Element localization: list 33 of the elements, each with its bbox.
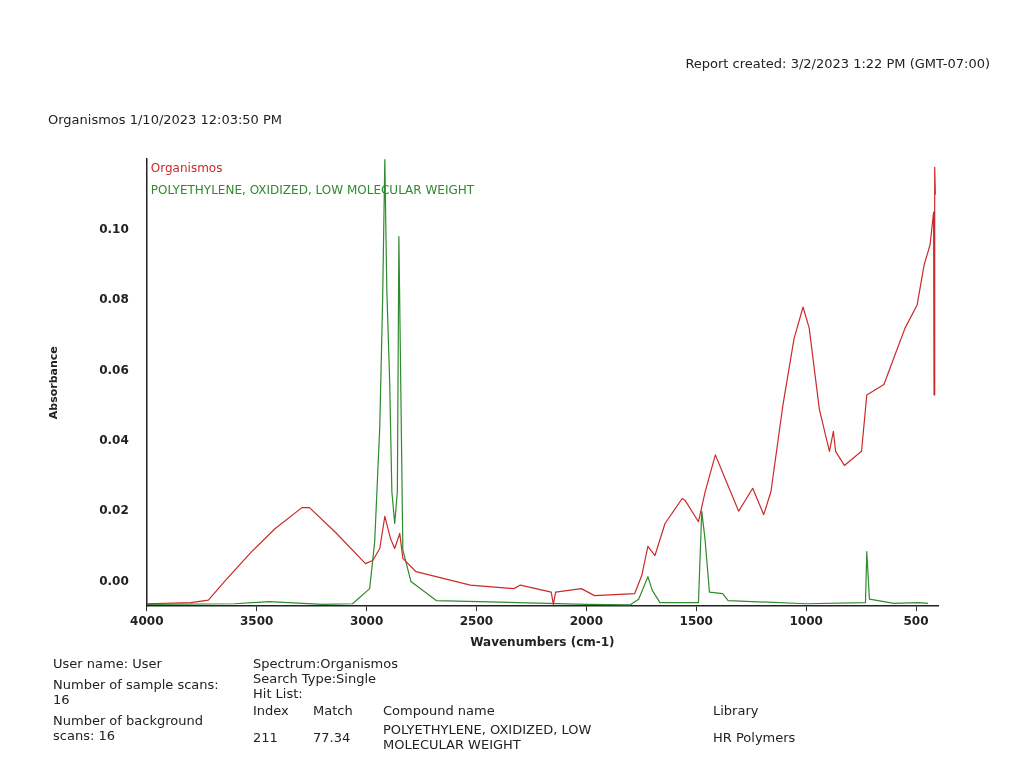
text: Number of background scans: 16 <box>53 713 204 743</box>
text: Compound name <box>383 703 496 718</box>
x-tick-label: 2500 <box>459 613 494 628</box>
y-tick-label: 0.10 <box>99 221 129 236</box>
x-tick-label: 3500 <box>239 613 274 628</box>
text: Number of sample scans: 16 <box>53 677 220 707</box>
text: 77.34 <box>313 729 352 745</box>
text: User name: User <box>53 656 163 671</box>
text: Index <box>253 703 290 718</box>
x-tick-label: 4000 <box>130 613 164 628</box>
y-tick-label: 0.02 <box>99 503 129 518</box>
text: HR Polymers <box>713 729 797 745</box>
text: Hit List: <box>253 686 304 701</box>
text: Spectrum:Organismos <box>253 656 399 671</box>
text: Search Type:Single <box>253 671 377 686</box>
x-tick-label: 1500 <box>679 613 713 628</box>
x-tick-label: 2000 <box>569 613 604 628</box>
chart-title: Organismos 1/10/2023 12:03:50 PM <box>48 112 283 127</box>
x-tick-label: 1000 <box>789 613 823 628</box>
text: Library <box>713 703 760 718</box>
y-tick-label: 0.00 <box>99 573 129 588</box>
text: Organismos <box>150 161 223 176</box>
text: POLYETHYLENE, OXIDIZED, LOW MOLECULAR WEIGHT <box>383 722 593 752</box>
y-tick-label: 0.08 <box>99 292 129 307</box>
x-tick-label: 3000 <box>349 613 384 628</box>
text: Match <box>313 703 354 718</box>
x-axis-title: Wavenumbers (cm-1) <box>470 634 615 649</box>
text: 211 <box>253 729 279 745</box>
y-axis-title: Absorbance <box>47 346 61 420</box>
y-tick-label: 0.04 <box>99 432 129 447</box>
y-tick-label: 0.06 <box>99 362 129 377</box>
text: Report created: 3/2/2023 1:22 PM (GMT-07:00) <box>685 56 990 71</box>
x-tick-label: 500 <box>903 613 929 628</box>
